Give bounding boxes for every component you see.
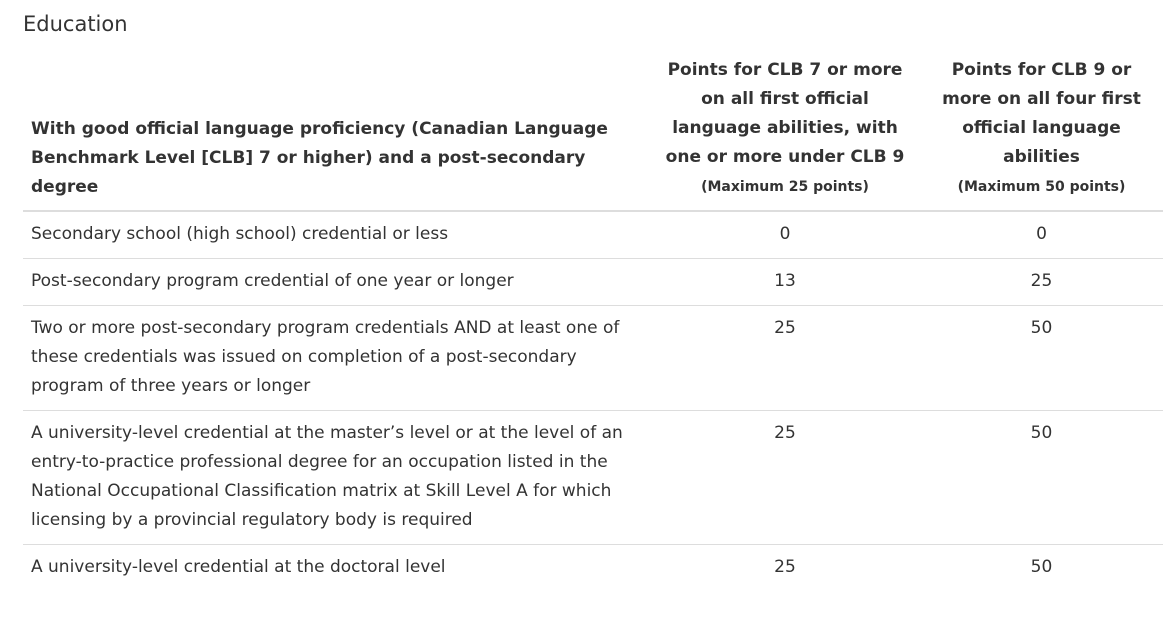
column-header: Points for CLB 9 or more on all four fir… xyxy=(920,56,1163,212)
column-label: With good official language proficiency … xyxy=(31,119,608,197)
points-cell: 0 xyxy=(920,211,1163,259)
credential-cell: Secondary school (high school) credentia… xyxy=(23,211,650,259)
credential-cell: Post-secondary program credential of one… xyxy=(23,258,650,306)
column-label: Points for CLB 9 or more on all four fir… xyxy=(942,60,1141,167)
column-header: With good official language proficiency … xyxy=(23,56,650,212)
column-note: (Maximum 50 points) xyxy=(957,179,1126,195)
table-row: Two or more post-secondary program crede… xyxy=(23,305,1163,411)
table-body: Secondary school (high school) credentia… xyxy=(23,211,1163,591)
credential-cell: A university-level credential at the doc… xyxy=(31,557,446,577)
points-cell: 25 xyxy=(774,557,796,577)
header-row: With good official language proficiency … xyxy=(23,56,1163,212)
points-cell: 25 xyxy=(650,305,920,411)
points-table: With good official language proficiency … xyxy=(23,56,1163,591)
table-row: A university-level credential at the doc… xyxy=(23,545,1163,592)
credential-cell: Two or more post-secondary program crede… xyxy=(23,305,650,411)
column-header: Points for CLB 7 or more on all first of… xyxy=(650,56,920,212)
points-cell: 25 xyxy=(650,410,920,545)
section-title: Education xyxy=(23,12,128,36)
points-cell: 50 xyxy=(1030,557,1053,577)
points-cell: 50 xyxy=(920,305,1163,411)
table-row: Secondary school (high school) credentia… xyxy=(23,211,1163,259)
points-cell: 0 xyxy=(650,211,920,259)
table-head: With good official language proficiency … xyxy=(23,56,1163,212)
column-label: Points for CLB 7 or more on all first of… xyxy=(665,60,905,167)
table-row: A university-level credential at the mas… xyxy=(23,410,1163,545)
credential-cell: A university-level credential at the mas… xyxy=(23,410,650,545)
points-cell: 13 xyxy=(650,258,920,306)
column-note: (Maximum 25 points) xyxy=(701,179,869,195)
points-cell: 25 xyxy=(920,258,1163,306)
table-row: Post-secondary program credential of one… xyxy=(23,258,1163,306)
points-cell: 50 xyxy=(920,410,1163,545)
